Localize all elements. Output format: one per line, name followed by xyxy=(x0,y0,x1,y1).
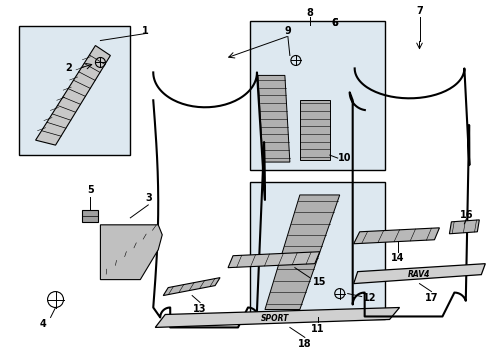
FancyBboxPatch shape xyxy=(249,182,384,319)
Polygon shape xyxy=(227,252,319,268)
Polygon shape xyxy=(299,100,329,160)
Polygon shape xyxy=(258,75,289,162)
Text: 11: 11 xyxy=(310,324,324,334)
Text: 16: 16 xyxy=(459,210,472,220)
Text: 18: 18 xyxy=(297,339,311,349)
Polygon shape xyxy=(353,228,439,244)
Text: 6: 6 xyxy=(331,18,337,28)
Polygon shape xyxy=(100,225,162,280)
Text: 12: 12 xyxy=(362,293,376,302)
Polygon shape xyxy=(155,307,399,328)
Text: 14: 14 xyxy=(390,253,404,263)
Text: 15: 15 xyxy=(312,276,326,287)
Text: RAV4: RAV4 xyxy=(407,270,430,279)
FancyBboxPatch shape xyxy=(82,210,98,222)
Text: 17: 17 xyxy=(424,293,437,302)
Polygon shape xyxy=(36,45,110,145)
Text: 10: 10 xyxy=(337,153,351,163)
Text: 8: 8 xyxy=(306,8,313,18)
FancyBboxPatch shape xyxy=(19,26,130,155)
Text: 2: 2 xyxy=(65,63,72,73)
Text: 9: 9 xyxy=(284,26,291,36)
Polygon shape xyxy=(353,264,484,284)
Text: 5: 5 xyxy=(87,185,94,195)
Text: 3: 3 xyxy=(144,193,151,203)
Text: SPORT: SPORT xyxy=(260,314,288,323)
Text: 7: 7 xyxy=(415,6,422,15)
Text: 6: 6 xyxy=(331,18,337,28)
Polygon shape xyxy=(163,278,220,296)
FancyBboxPatch shape xyxy=(249,21,384,170)
Text: 1: 1 xyxy=(142,26,148,36)
Text: 4: 4 xyxy=(39,319,46,329)
Polygon shape xyxy=(448,220,478,234)
Text: 13: 13 xyxy=(193,305,206,315)
Polygon shape xyxy=(264,195,339,310)
